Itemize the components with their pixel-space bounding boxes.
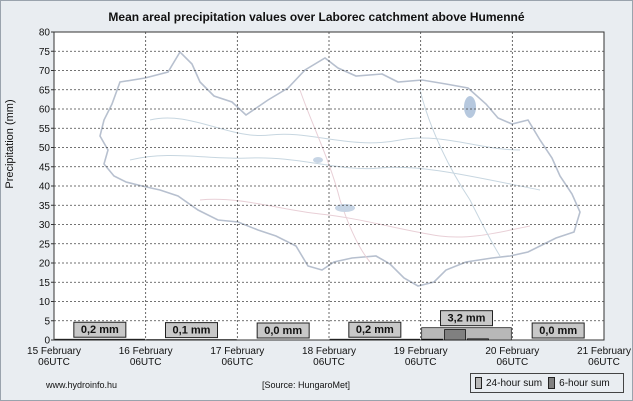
y-tick-label: 70 bbox=[39, 66, 51, 77]
x-tick-date: 21 February bbox=[577, 346, 631, 357]
lake-shape bbox=[464, 96, 476, 118]
river-line-5 bbox=[419, 89, 501, 257]
legend-item-6h: 6-hour sum bbox=[548, 377, 610, 389]
y-tick-label: 55 bbox=[39, 124, 51, 135]
y-tick-label: 40 bbox=[39, 182, 51, 193]
y-ticks: 0 5 10 15 20 25 30 35 40 45 50 55 60 65 70 75 80 bbox=[39, 28, 54, 347]
bar-24h bbox=[54, 338, 146, 341]
x-tick-time: 06UTC bbox=[221, 357, 253, 368]
x-tick-time: 06UTC bbox=[130, 357, 162, 368]
y-tick-label: 30 bbox=[39, 220, 51, 231]
x-tick-date: 18 February bbox=[302, 346, 356, 357]
river-line-1 bbox=[149, 117, 521, 151]
y-tick-label: 80 bbox=[39, 28, 51, 39]
bars-24-hour bbox=[54, 327, 512, 341]
bar-value-label: 0,0 mm bbox=[264, 325, 302, 337]
river-line-3 bbox=[199, 198, 531, 238]
x-tick-date: 17 February bbox=[210, 346, 264, 357]
catchment-outline bbox=[99, 50, 581, 287]
y-tick-label: 45 bbox=[39, 162, 51, 173]
bars-6-hour bbox=[421, 329, 489, 341]
y-tick-label: 15 bbox=[39, 278, 51, 289]
legend-item-24h: 24-hour sum bbox=[475, 377, 542, 389]
bar-6h bbox=[421, 338, 443, 341]
x-tick-time: 06UTC bbox=[496, 357, 528, 368]
y-tick-label: 50 bbox=[39, 143, 51, 154]
bar-label-box bbox=[73, 321, 127, 338]
bar-6h bbox=[467, 338, 489, 341]
river-line-4 bbox=[299, 89, 371, 263]
x-tick-date: 16 February bbox=[119, 346, 173, 357]
bar-value-label: 0,2 mm bbox=[81, 324, 119, 336]
legend-label-24h: 24-hour sum bbox=[486, 377, 543, 389]
chart-title: Mean areal precipitation values over Lab… bbox=[108, 10, 525, 24]
bar-24h bbox=[329, 338, 421, 341]
y-tick-label: 35 bbox=[39, 201, 51, 212]
bar-value-label: 3,2 mm bbox=[448, 313, 486, 325]
catchment-map-watermark bbox=[99, 50, 581, 287]
lake-shape-3 bbox=[313, 157, 323, 163]
y-tick-label: 20 bbox=[39, 259, 51, 270]
grid-layer bbox=[54, 32, 604, 340]
website-credit[interactable]: www.hydroinfo.hu bbox=[46, 380, 118, 390]
x-tick-date: 15 February bbox=[27, 346, 81, 357]
legend: 24-hour sum 6-hour sum bbox=[470, 373, 624, 393]
legend-swatch-24h bbox=[475, 377, 482, 389]
bar-label-box bbox=[531, 322, 585, 339]
x-tick-time: 06UTC bbox=[588, 357, 620, 368]
bar-value-label: 0,2 mm bbox=[356, 324, 394, 336]
bar-value-label: 0,0 mm bbox=[539, 325, 577, 337]
y-tick-label: 0 bbox=[44, 336, 50, 347]
bar-label-box bbox=[256, 322, 310, 339]
y-tick-label: 60 bbox=[39, 105, 51, 116]
bar-label-box bbox=[348, 321, 402, 338]
x-tick-time: 06UTC bbox=[313, 357, 345, 368]
y-tick-label: 65 bbox=[39, 85, 51, 96]
x-tick-time: 06UTC bbox=[38, 357, 70, 368]
x-tick-date: 20 February bbox=[485, 346, 539, 357]
bar-label-box bbox=[165, 322, 218, 339]
bar-value-label: 0,1 mm bbox=[173, 325, 211, 337]
bar-label-box bbox=[440, 310, 493, 327]
y-tick-label: 10 bbox=[39, 297, 51, 308]
data-source: [Source: HungaroMet] bbox=[262, 380, 351, 390]
bar-24h bbox=[421, 327, 512, 341]
y-tick-label: 25 bbox=[39, 239, 51, 250]
bar-value-labels: 0,2 mm 0,1 mm 0,0 mm 0,2 mm 3,2 mm 0,0 mm bbox=[73, 310, 585, 339]
legend-label-6h: 6-hour sum bbox=[559, 377, 610, 389]
lake-shape-2 bbox=[335, 204, 355, 212]
y-tick-label: 5 bbox=[44, 316, 50, 327]
legend-swatch-6h bbox=[548, 377, 556, 389]
y-tick-label: 75 bbox=[39, 47, 51, 58]
bar-6h bbox=[444, 329, 466, 341]
x-tick-date: 19 February bbox=[394, 346, 448, 357]
x-tick-time: 06UTC bbox=[405, 357, 437, 368]
